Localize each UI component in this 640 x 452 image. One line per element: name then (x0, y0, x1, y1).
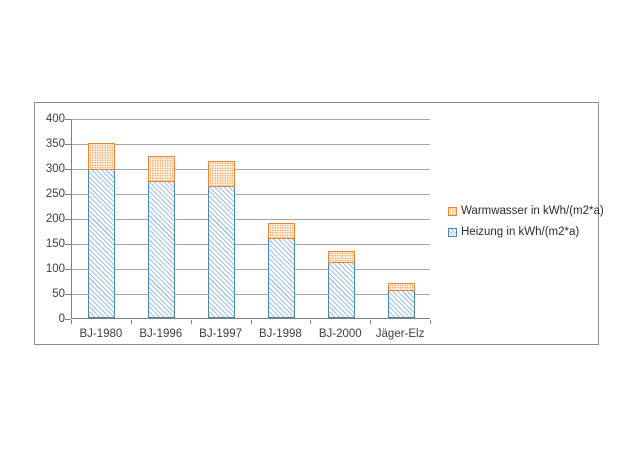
legend: Warmwasser in kWh/(m2*a) Heizung in kWh/… (448, 204, 604, 239)
y-axis-label-200: 200 (45, 213, 65, 225)
x-axis-tick-3 (250, 320, 252, 324)
y-axis-tick-0 (65, 319, 71, 320)
bar-segment-heizung-BJ-1997 (208, 186, 236, 318)
bar-BJ-2000 (327, 250, 355, 318)
bar-segment-heizung-Jäger-Elz (387, 290, 415, 318)
x-axis-tick-0 (71, 320, 72, 324)
y-axis-label-150: 150 (45, 238, 65, 250)
x-axis-tick-5 (370, 320, 372, 324)
x-axis-label-BJ-1980: BJ-1980 (79, 328, 123, 340)
x-axis-tick-1 (130, 320, 132, 324)
gridline-400 (72, 118, 430, 120)
bar-segment-warmwasser-BJ-1997 (208, 160, 236, 187)
x-axis-tick-6 (430, 320, 431, 324)
bar-BJ-1996 (148, 155, 176, 318)
chart-frame: 0 50 100 150 200 250 300 350 400 BJ-1980 BJ-1996 B… (34, 102, 604, 345)
x-axis-tick-4 (310, 320, 312, 324)
x-axis-label-BJ-1996: BJ-1996 (139, 328, 183, 340)
y-axis-label-250: 250 (45, 188, 65, 200)
bar-segment-warmwasser-Jäger-Elz (387, 283, 415, 291)
legend-item-heizung: Heizung in kWh/(m2*a) (448, 225, 604, 239)
bar-segment-warmwasser-BJ-1998 (267, 223, 295, 239)
x-axis-label-Jäger-Elz: Jäger-Elz (375, 328, 425, 340)
bar-BJ-1998 (267, 223, 295, 318)
bar-segment-warmwasser-BJ-2000 (327, 250, 355, 263)
gridline-150 (72, 243, 430, 245)
y-axis-label-400: 400 (45, 113, 65, 125)
x-axis-label-BJ-2000: BJ-2000 (318, 328, 362, 340)
y-axis-tick-300 (65, 169, 71, 170)
gridline-250 (72, 193, 430, 195)
y-axis-label-100: 100 (45, 263, 65, 275)
warmwasser-swatch-icon (448, 206, 457, 216)
bar-segment-heizung-BJ-1996 (148, 181, 176, 318)
y-axis-tick-100 (65, 269, 71, 270)
gridline-300 (72, 168, 430, 170)
legend-label-heizung: Heizung in kWh/(m2*a) (461, 226, 580, 238)
y-axis-label-50: 50 (52, 288, 65, 300)
gridline-200 (72, 218, 430, 220)
bar-segment-warmwasser-BJ-1996 (148, 155, 176, 182)
legend-label-warmwasser: Warmwasser in kWh/(m2*a) (461, 205, 604, 217)
bar-segment-heizung-BJ-1998 (267, 239, 295, 318)
gridline-350 (72, 143, 430, 145)
bar-segment-heizung-BJ-2000 (327, 263, 355, 318)
y-axis-label-350: 350 (45, 138, 65, 150)
bar-segment-heizung-BJ-1980 (88, 169, 116, 318)
x-axis-label-BJ-1997: BJ-1997 (199, 328, 242, 340)
y-axis-tick-350 (65, 144, 71, 145)
bar-Jäger-Elz (387, 283, 415, 318)
y-axis-tick-50 (65, 294, 71, 295)
y-axis-tick-250 (65, 194, 71, 195)
legend-item-warmwasser: Warmwasser in kWh/(m2*a) (448, 204, 604, 218)
y-axis-tick-150 (65, 244, 71, 245)
bar-BJ-1980 (88, 143, 116, 318)
gridline-50 (72, 293, 430, 295)
y-axis-label-300: 300 (45, 163, 65, 175)
gridline-100 (72, 268, 430, 270)
plot-area (71, 118, 430, 319)
y-axis-tick-200 (65, 219, 71, 220)
y-axis-label-0: 0 (58, 313, 65, 325)
y-axis-tick-400 (65, 119, 71, 120)
x-axis-label-BJ-1998: BJ-1998 (258, 328, 302, 340)
heizung-swatch-icon (448, 227, 457, 237)
bar-segment-warmwasser-BJ-1980 (88, 143, 116, 170)
bar-BJ-1997 (208, 160, 236, 318)
x-axis-tick-2 (190, 320, 192, 324)
